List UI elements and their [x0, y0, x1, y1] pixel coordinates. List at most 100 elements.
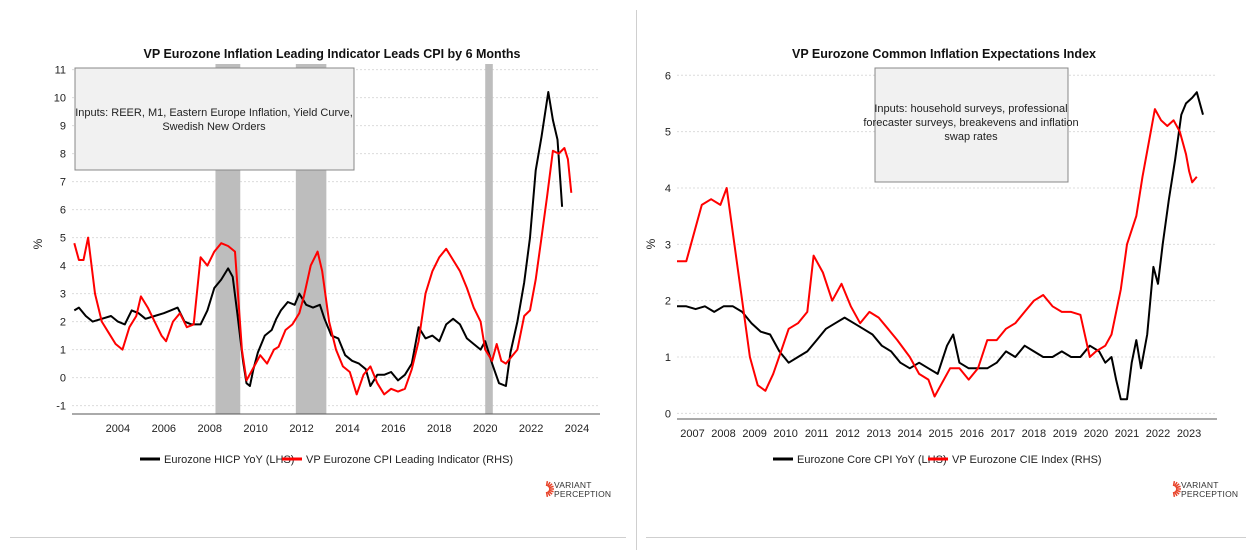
y-tick-label: 7 — [60, 177, 66, 189]
y-tick-label: 3 — [665, 239, 671, 251]
vp-logo-line-2: PERCEPTION — [554, 489, 611, 499]
y-tick-label: 3 — [60, 289, 66, 301]
chart-title: VP Eurozone Inflation Leading Indicator … — [144, 47, 521, 61]
vp-logo-line-1: VARIANT — [1181, 480, 1219, 490]
vp-logo-ray — [1173, 481, 1178, 487]
vp-logo-line-1: VARIANT — [554, 480, 592, 490]
x-tick-label: 2009 — [742, 428, 766, 440]
annotation-line-2: forecaster surveys, breakevens and infla… — [863, 117, 1078, 129]
vp-logo-ray — [546, 481, 551, 487]
series-line-0 — [677, 91, 1204, 401]
vp-logo-ray — [1173, 491, 1178, 497]
series-lines — [677, 91, 1204, 401]
bottom-rule-right — [646, 537, 1246, 538]
x-tick-label: 2011 — [805, 428, 829, 440]
legend: Eurozone Core CPI YoY (LHS) VP Eurozone … — [773, 454, 1102, 466]
x-tick-label: 2019 — [1053, 428, 1077, 440]
y-tick-label: 6 — [665, 70, 671, 82]
vp-logo-ray — [1175, 489, 1181, 493]
x-tick-label: 2010 — [773, 428, 797, 440]
shaded-period — [485, 64, 493, 414]
vp-logo-ray — [546, 491, 551, 497]
series-lines — [73, 91, 573, 396]
y-tick-label: 2 — [60, 317, 66, 329]
panel-divider — [636, 10, 637, 550]
chart-panel-cie-index: VP Eurozone Common Inflation Expectation… — [637, 0, 1255, 540]
x-tick-label: 2022 — [519, 423, 543, 435]
y-tick-label: 1 — [665, 352, 671, 364]
x-tick-label: 2020 — [473, 423, 497, 435]
y-tick-label: 5 — [665, 127, 671, 139]
x-tick-label: 2017 — [991, 428, 1015, 440]
y-tick-label: 8 — [60, 149, 66, 161]
vp-logo-ray — [548, 489, 554, 493]
x-tick-label: 2016 — [960, 428, 984, 440]
y-tick-label: 4 — [665, 183, 671, 195]
vp-logo-ray — [1174, 490, 1180, 495]
x-tick-label: 2012 — [835, 428, 859, 440]
vp-logo-ray — [1174, 483, 1180, 488]
y-tick-label: 2 — [665, 296, 671, 308]
annotation-box — [874, 67, 1069, 183]
y-axis-label: % — [644, 238, 658, 249]
y-tick-label: 0 — [60, 373, 66, 385]
x-tick-label: 2021 — [1115, 428, 1139, 440]
y-tick-label: 5 — [60, 233, 66, 245]
annotation-line-2: Swedish New Orders — [162, 121, 266, 133]
y-tick-label: 10 — [54, 93, 66, 105]
y-tick-label: 9 — [60, 121, 66, 133]
x-tick-label: 2008 — [197, 423, 221, 435]
vp-logo-line-2: PERCEPTION — [1181, 489, 1238, 499]
x-tick-label: 2024 — [565, 423, 589, 435]
x-tick-label: 2022 — [1146, 428, 1170, 440]
y-tick-label: 11 — [55, 65, 66, 77]
y-tick-label: 1 — [60, 345, 66, 357]
vp-logo-ray — [547, 490, 553, 495]
x-tick-label: 2008 — [711, 428, 735, 440]
vp-logo-ray — [1172, 491, 1176, 498]
vp-logo-ray — [1175, 485, 1181, 489]
x-tick-label: 2006 — [152, 423, 176, 435]
vp-logo-icon — [1172, 480, 1181, 498]
chart-svg-leading-indicator: VP Eurozone Inflation Leading Indicator … — [31, 47, 611, 499]
x-tick-label: 2020 — [1084, 428, 1108, 440]
y-tick-labels: -1 0 1 2 3 4 5 6 7 8 9 10 11 — [54, 65, 66, 413]
y-tick-label: 6 — [60, 205, 66, 217]
vp-logo-ray — [547, 483, 553, 488]
vp-logo-ray — [545, 491, 549, 498]
x-tick-label: 2014 — [898, 428, 922, 440]
y-tick-label: 0 — [665, 408, 671, 420]
bottom-rule-left — [10, 537, 626, 538]
vp-logo-ray — [548, 485, 554, 489]
annotation-box — [74, 67, 355, 171]
vp-logo-ray — [545, 480, 549, 487]
x-tick-label: 2016 — [381, 423, 405, 435]
y-tick-label: -1 — [56, 401, 66, 413]
legend-label-core-cpi: Eurozone Core CPI YoY (LHS) — [797, 454, 947, 466]
series-line-1 — [677, 108, 1198, 398]
x-tick-label: 2015 — [929, 428, 953, 440]
x-tick-label: 2014 — [335, 423, 359, 435]
x-tick-label: 2013 — [866, 428, 890, 440]
legend-label-cie-index: VP Eurozone CIE Index (RHS) — [952, 454, 1102, 466]
x-tick-label: 2007 — [680, 428, 704, 440]
vp-logo: VARIANT PERCEPTION — [1172, 480, 1238, 499]
legend-label-hicp: Eurozone HICP YoY (LHS) — [164, 454, 294, 466]
annotation-line-1: Inputs: REER, M1, Eastern Europe Inflati… — [75, 107, 353, 119]
y-axis-label: % — [31, 238, 45, 249]
vp-logo-icon — [545, 480, 554, 498]
annotation-line-1: Inputs: household surveys, professional — [874, 103, 1067, 115]
x-tick-labels: 2004 2006 2008 2010 2012 2014 2016 2018 2020 2022… — [106, 423, 590, 435]
x-tick-label: 2018 — [427, 423, 451, 435]
x-tick-label: 2018 — [1022, 428, 1046, 440]
annotation-line-3: swap rates — [944, 131, 998, 143]
x-tick-label: 2023 — [1177, 428, 1201, 440]
vp-logo-ray — [1172, 480, 1176, 487]
x-tick-label: 2012 — [289, 423, 313, 435]
x-tick-label: 2010 — [243, 423, 267, 435]
vp-logo: VARIANT PERCEPTION — [545, 480, 611, 499]
y-tick-label: 4 — [60, 261, 66, 273]
legend: Eurozone HICP YoY (LHS) VP Eurozone CPI … — [140, 454, 513, 466]
y-tick-labels: 0 1 2 3 4 5 6 — [665, 70, 671, 420]
chart-title: VP Eurozone Common Inflation Expectation… — [792, 47, 1096, 61]
